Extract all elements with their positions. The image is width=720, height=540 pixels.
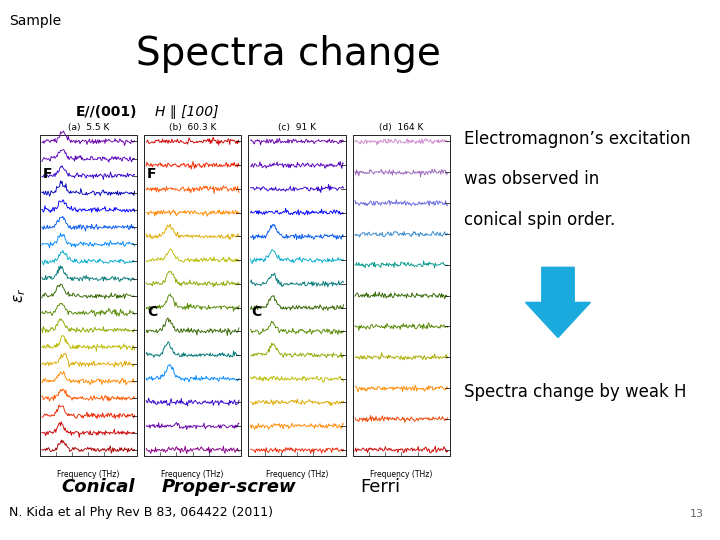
Text: Frequency (THz): Frequency (THz) <box>266 470 328 479</box>
Bar <box>40 135 137 456</box>
Text: Sample: Sample <box>9 14 61 28</box>
Text: $\varepsilon_r$: $\varepsilon_r$ <box>12 288 28 303</box>
Text: F: F <box>147 166 156 180</box>
Text: Frequency (THz): Frequency (THz) <box>57 470 120 479</box>
Text: N. Kida et al Phy Rev B 83, 064422 (2011): N. Kida et al Phy Rev B 83, 064422 (2011… <box>9 507 274 519</box>
Text: (a)  5.5 K: (a) 5.5 K <box>68 123 109 132</box>
Text: Spectra change by weak H: Spectra change by weak H <box>464 383 687 401</box>
Text: Frequency (THz): Frequency (THz) <box>370 470 433 479</box>
Text: (b)  60.3 K: (b) 60.3 K <box>169 123 216 132</box>
Text: was observed in: was observed in <box>464 170 600 188</box>
Text: Frequency (THz): Frequency (THz) <box>161 470 224 479</box>
Text: Conical: Conical <box>61 478 135 496</box>
Bar <box>144 135 241 456</box>
Text: Ferri: Ferri <box>360 478 400 496</box>
Bar <box>353 135 450 456</box>
Text: C: C <box>251 305 261 319</box>
Text: C: C <box>147 305 157 319</box>
Text: Spectra change: Spectra change <box>135 35 441 73</box>
Text: F: F <box>42 166 52 180</box>
Text: conical spin order.: conical spin order. <box>464 211 616 228</box>
Text: E//(001): E//(001) <box>76 105 137 119</box>
Text: H ∥ [100]: H ∥ [100] <box>155 105 218 119</box>
Text: (d)  164 K: (d) 164 K <box>379 123 423 132</box>
Text: 13: 13 <box>690 509 704 519</box>
Text: Electromagnon’s excitation: Electromagnon’s excitation <box>464 130 691 147</box>
Bar <box>248 135 346 456</box>
Text: Proper-screw: Proper-screw <box>162 478 297 496</box>
Text: (c)  91 K: (c) 91 K <box>278 123 316 132</box>
FancyArrow shape <box>526 267 590 338</box>
